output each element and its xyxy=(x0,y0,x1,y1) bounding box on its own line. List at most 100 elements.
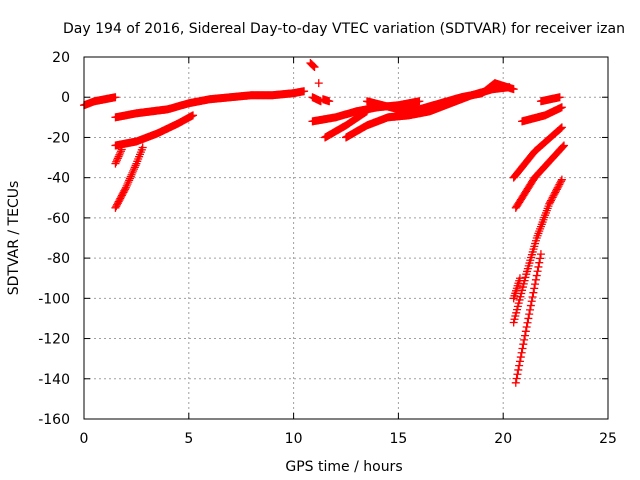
data-segment xyxy=(111,145,126,168)
data-point xyxy=(530,284,539,293)
data-point xyxy=(123,180,132,189)
data-point xyxy=(121,185,130,194)
data-point xyxy=(532,271,541,280)
data-point xyxy=(188,111,197,120)
data-point xyxy=(555,93,564,102)
data-point xyxy=(310,63,319,72)
data-point xyxy=(129,167,138,176)
data-segment xyxy=(306,59,319,72)
data-point xyxy=(325,97,334,106)
data-point xyxy=(111,93,120,102)
x-tick-label: 15 xyxy=(389,431,407,447)
data-segment xyxy=(362,79,518,114)
data-point xyxy=(557,124,566,133)
axis-ticks: 0 5 10 15 20 25 20 0 -20 -40 -60 -80 -100 -120 -140 -16… xyxy=(38,50,617,447)
data-segment xyxy=(111,143,147,212)
data-segment xyxy=(111,87,309,122)
data-point xyxy=(536,254,545,263)
data-point xyxy=(557,103,566,112)
y-tick-label: -160 xyxy=(38,412,70,428)
data-point xyxy=(527,297,536,306)
data-segment xyxy=(509,123,566,182)
data-point xyxy=(309,62,318,71)
x-tick-label: 5 xyxy=(184,431,193,447)
data-point xyxy=(114,152,123,161)
data-point xyxy=(531,280,540,289)
data-segment xyxy=(318,95,334,106)
data-point xyxy=(515,357,524,366)
data-point xyxy=(127,170,136,179)
y-tick-label: -60 xyxy=(47,211,70,227)
data-point xyxy=(138,143,147,152)
data-point xyxy=(558,143,567,152)
data-segment xyxy=(509,274,524,303)
data-point xyxy=(557,175,566,184)
data-point xyxy=(524,314,533,323)
data-point xyxy=(128,168,137,177)
data-point xyxy=(116,149,125,158)
data-point xyxy=(511,378,520,387)
data-point xyxy=(525,310,534,319)
data-point xyxy=(529,288,538,297)
x-tick-label: 20 xyxy=(494,431,512,447)
data-point xyxy=(112,157,121,166)
data-point xyxy=(121,183,130,192)
x-tick-label: 10 xyxy=(285,431,303,447)
data-point xyxy=(559,142,568,151)
data-segment xyxy=(518,103,566,126)
data-point xyxy=(518,344,527,353)
data-point xyxy=(314,79,323,88)
y-tick-label: 0 xyxy=(61,90,70,106)
data-points xyxy=(80,59,568,387)
data-point xyxy=(534,262,543,271)
data-point xyxy=(515,274,524,283)
data-point xyxy=(513,370,522,379)
data-point xyxy=(362,107,371,116)
data-segment xyxy=(321,107,371,142)
data-point xyxy=(536,250,545,259)
data-point xyxy=(124,178,133,187)
data-point xyxy=(125,174,134,183)
data-segment xyxy=(511,250,545,387)
y-axis-label: SDTVAR / TECUs xyxy=(6,181,22,296)
y-tick-label: -120 xyxy=(38,332,70,348)
data-point xyxy=(131,161,140,170)
x-axis-label: GPS time / hours xyxy=(285,459,402,475)
data-point xyxy=(122,181,131,190)
data-point xyxy=(559,141,568,150)
data-point xyxy=(557,123,566,132)
y-tick-label: -40 xyxy=(47,171,70,187)
data-segment xyxy=(509,175,566,327)
data-point xyxy=(515,361,524,370)
data-segment xyxy=(511,141,568,212)
y-tick-label: -100 xyxy=(38,291,70,307)
y-tick-label: -140 xyxy=(38,372,70,388)
data-point xyxy=(300,87,309,96)
data-point xyxy=(533,267,542,276)
data-point xyxy=(129,165,138,174)
y-tick-label: 20 xyxy=(52,50,70,66)
data-point xyxy=(111,159,120,168)
data-point xyxy=(520,331,529,340)
data-point xyxy=(116,147,125,156)
data-point xyxy=(115,150,124,159)
data-point xyxy=(125,176,134,185)
data-point xyxy=(126,172,135,181)
data-segment xyxy=(314,79,323,88)
data-point xyxy=(523,318,532,327)
data-segment xyxy=(111,111,197,150)
data-point xyxy=(130,163,139,172)
data-point xyxy=(535,258,544,267)
plot-border xyxy=(83,56,609,420)
data-point xyxy=(522,323,531,332)
data-point xyxy=(308,61,317,70)
data-point xyxy=(516,353,525,362)
x-tick-label: 0 xyxy=(80,431,89,447)
y-tick-label: -80 xyxy=(47,251,70,267)
data-point xyxy=(528,292,537,301)
y-tick-label: -20 xyxy=(47,130,70,146)
data-point xyxy=(557,177,566,186)
data-point xyxy=(113,154,122,163)
